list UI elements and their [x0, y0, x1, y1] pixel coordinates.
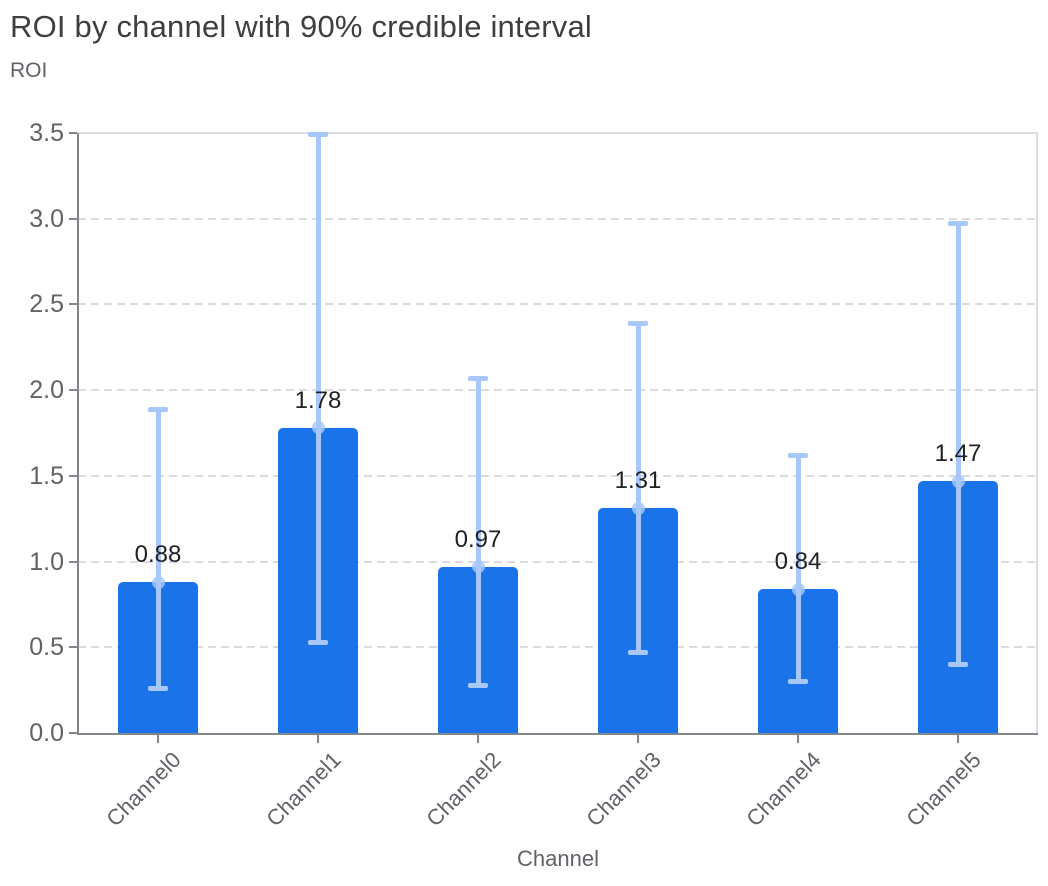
- mean-marker: [951, 474, 965, 488]
- y-tick-label: 2.5: [29, 290, 64, 319]
- error-bar-cap-bottom: [148, 685, 168, 691]
- x-tick: [157, 735, 159, 743]
- bar-value-label: 0.88: [134, 541, 182, 569]
- y-tick: [69, 732, 77, 734]
- y-tick-label: 3.5: [29, 119, 64, 147]
- bar-value-label: 1.78: [294, 386, 342, 414]
- x-axis-line: [77, 733, 1038, 735]
- x-tick: [477, 735, 479, 743]
- gridline: [78, 389, 1038, 392]
- y-tick: [69, 303, 77, 306]
- error-bar-cap-top: [948, 221, 968, 227]
- plot-right-border: [1036, 133, 1038, 733]
- gridline: [78, 646, 1038, 649]
- y-tick-label: 1.0: [29, 547, 64, 576]
- error-bar-channel2: [475, 378, 481, 685]
- error-bar-cap-top: [468, 375, 488, 381]
- y-tick-label: 0.0: [29, 719, 64, 747]
- error-bar-cap-top: [308, 132, 328, 138]
- y-tick: [69, 474, 77, 477]
- error-bar-cap-top: [148, 406, 168, 412]
- y-axis-line: [77, 133, 79, 735]
- mean-marker: [631, 501, 645, 515]
- y-tick-label: 0.5: [29, 633, 64, 662]
- y-tick: [69, 646, 77, 649]
- x-axis-title: Channel: [517, 846, 599, 871]
- plot-top-border: [78, 132, 1038, 134]
- y-tick: [69, 560, 77, 563]
- x-tick: [957, 735, 959, 743]
- chart-title: ROI by channel with 90% credible interva…: [10, 9, 592, 44]
- error-bar-cap-bottom: [468, 682, 488, 688]
- error-bar-cap-bottom: [628, 649, 648, 655]
- y-tick: [69, 389, 77, 392]
- gridline: [78, 303, 1038, 306]
- error-bar-cap-bottom: [788, 679, 808, 685]
- error-bar-cap-bottom: [308, 639, 328, 645]
- bar-value-label: 0.97: [454, 525, 502, 553]
- error-bar-cap-bottom: [948, 661, 968, 667]
- error-bar-channel4: [795, 455, 801, 682]
- y-tick-label: 2.0: [29, 376, 64, 405]
- error-bar-cap-top: [628, 320, 648, 326]
- y-tick-label: 3.0: [29, 204, 64, 233]
- gridline: [78, 474, 1038, 477]
- x-tick: [317, 735, 319, 743]
- y-axis-title: ROI: [10, 59, 48, 82]
- y-tick: [69, 217, 77, 220]
- mean-marker: [791, 582, 805, 596]
- x-tick: [797, 735, 799, 743]
- gridline: [78, 560, 1038, 563]
- gridline: [78, 217, 1038, 220]
- error-bar-channel0: [155, 409, 161, 689]
- mean-marker: [151, 575, 165, 589]
- bar-value-label: 1.47: [934, 440, 982, 467]
- error-bar-channel3: [635, 323, 641, 653]
- error-bar-cap-top: [788, 452, 808, 458]
- error-bar-channel5: [955, 223, 961, 665]
- y-tick: [69, 132, 77, 134]
- mean-marker: [311, 421, 325, 435]
- mean-marker: [471, 560, 485, 574]
- error-bar-channel1: [315, 134, 321, 643]
- bar-value-label: 0.84: [774, 548, 822, 575]
- y-tick-label: 1.5: [29, 461, 64, 490]
- bar-value-label: 1.31: [614, 467, 662, 495]
- x-tick: [637, 735, 639, 743]
